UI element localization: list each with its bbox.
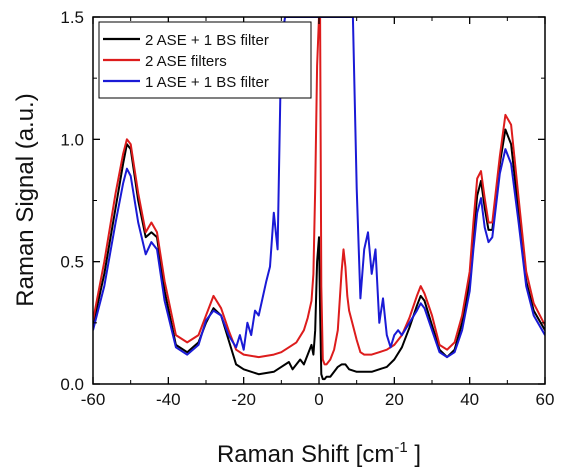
- x-axis-title-sup: -1: [394, 439, 407, 456]
- x-tick-label: -40: [156, 390, 181, 409]
- axis-tick-labels: -60 -40 -20 0 20 40 60 0.0 0.5 1.0 1.5: [60, 8, 554, 409]
- x-tick-label: -20: [231, 390, 256, 409]
- y-tick-label: 0.0: [60, 375, 84, 394]
- x-tick-label: 0: [314, 390, 323, 409]
- x-tick-label: -60: [81, 390, 106, 409]
- y-axis-title: Raman Signal (a.u.): [12, 93, 39, 306]
- x-axis-title-tail: ]: [408, 441, 421, 468]
- legend-label-1: 2 ASE filters: [145, 53, 227, 70]
- legend-entry-1: 2 ASE filters: [103, 53, 227, 70]
- legend-label-0: 2 ASE + 1 BS filter: [145, 32, 269, 49]
- x-tick-label: 20: [385, 390, 404, 409]
- y-tick-label: 0.5: [60, 253, 84, 272]
- series-line-1: [93, 17, 545, 366]
- x-axis-title: Raman Shift [cm-1 ]: [217, 439, 421, 468]
- legend-entry-0: 2 ASE + 1 BS filter: [103, 32, 269, 49]
- series-lines: [93, 17, 545, 381]
- x-axis-title-main: Raman Shift [cm: [217, 441, 394, 468]
- legend: 2 ASE + 1 BS filter 2 ASE filters 1 ASE …: [98, 21, 312, 99]
- x-tick-label: 40: [460, 390, 479, 409]
- x-tick-label: 60: [536, 390, 555, 409]
- legend-entry-2: 1 ASE + 1 BS filter: [103, 74, 269, 91]
- legend-label-2: 1 ASE + 1 BS filter: [145, 74, 269, 91]
- y-tick-label: 1.0: [60, 130, 84, 149]
- y-tick-label: 1.5: [60, 8, 84, 27]
- series-line-2: [93, 17, 545, 359]
